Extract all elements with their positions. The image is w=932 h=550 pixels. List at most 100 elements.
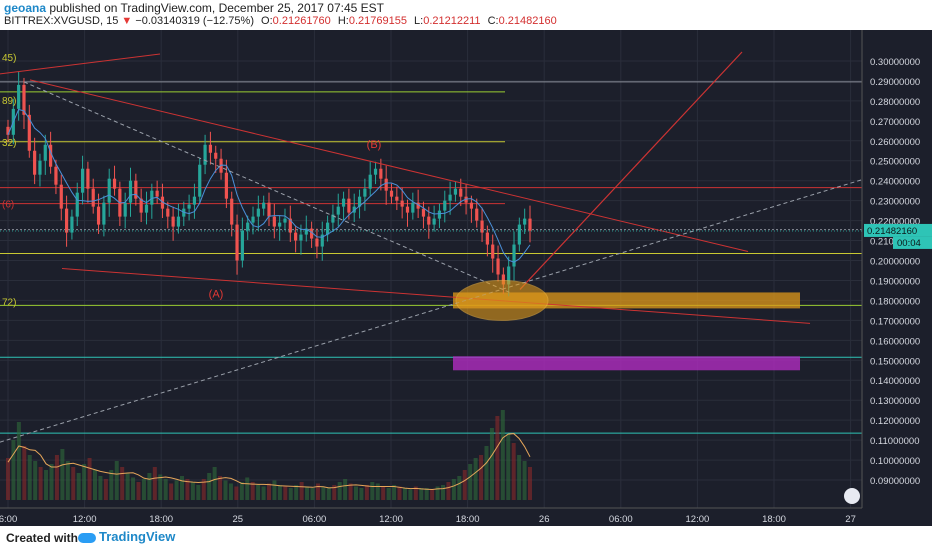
volume-bar	[397, 486, 402, 500]
candle-body	[288, 218, 292, 233]
footer-bar: Created with TradingView	[0, 526, 932, 550]
candle-body	[485, 232, 489, 245]
candle-body	[22, 84, 26, 115]
volume-bar	[517, 455, 522, 500]
price-tick-label: 0.10000000	[870, 456, 920, 467]
candle-body	[17, 84, 21, 109]
volume-bar	[370, 482, 375, 500]
volume-bar	[131, 477, 136, 500]
candle-body	[512, 244, 516, 267]
moving-average-line	[7, 108, 531, 263]
candle-body	[256, 208, 260, 217]
price-chart[interactable]: (A) (B) 45) 89) 32) (6) 72) 0.30000000 0.290000…	[0, 30, 932, 526]
volume-bar	[169, 483, 174, 500]
close-value: 0.21482160	[498, 15, 557, 27]
candle-body	[139, 198, 143, 213]
candle-body	[128, 180, 133, 203]
candle-body	[491, 244, 495, 259]
price-tick-label: 0.26000000	[870, 137, 920, 148]
time-axis[interactable]: 6:00 12:00 18:00 25 06:00 12:00 18:00 26 06:00 12…	[0, 507, 862, 525]
price-axis[interactable]: 0.30000000 0.29000000 0.28000000 0.27000000…	[0, 30, 932, 508]
candle-body	[144, 204, 149, 213]
candle-body	[107, 178, 111, 203]
volume-bar	[261, 486, 266, 500]
candle-body	[294, 232, 298, 241]
candle-body	[91, 188, 95, 207]
last-price-badge	[864, 223, 932, 237]
volume-bar	[489, 428, 494, 500]
candle-body	[6, 126, 10, 135]
volume-bar	[44, 470, 49, 500]
time-tick-label: 12:00	[73, 514, 97, 525]
volume-bar	[136, 482, 141, 500]
volume-bar	[348, 483, 353, 500]
volume-bar	[310, 488, 315, 500]
candle-body	[160, 196, 165, 209]
candle-body	[373, 168, 378, 175]
volume-bar	[27, 455, 32, 500]
time-tick-label: 18:00	[149, 514, 173, 525]
volume-bar	[218, 476, 223, 500]
volume-bar	[207, 473, 212, 500]
volume-bar	[22, 446, 27, 500]
candle-body	[64, 208, 69, 233]
candle-body	[251, 216, 255, 223]
candle-body	[416, 202, 420, 209]
fib-label: 89)	[2, 96, 16, 107]
volume-bar	[435, 486, 440, 500]
low-value: 0.21212211	[423, 15, 481, 27]
candle-body	[528, 218, 532, 231]
volume-bar	[11, 440, 16, 500]
time-tick-label: 27	[845, 514, 856, 525]
tradingview-logo[interactable]: TradingView	[78, 529, 175, 544]
candle-body	[54, 166, 58, 185]
high-label: H:	[337, 15, 349, 27]
last-price-label: 0.21482160	[867, 226, 917, 237]
volume-bar	[500, 410, 505, 500]
volume-bar	[506, 434, 511, 500]
chart-labels: (A) (B) 45) 89) 32) (6) 72)	[2, 53, 381, 308]
volume-bar	[201, 479, 206, 500]
volume-bar	[196, 485, 201, 500]
volume-bar	[93, 470, 97, 500]
candle-body	[517, 224, 521, 245]
candle-body	[453, 188, 458, 195]
candle-body	[325, 222, 330, 235]
candle-body	[224, 172, 228, 199]
volume-bar	[65, 461, 70, 500]
candle-body	[363, 188, 367, 197]
candle-body	[214, 152, 218, 159]
candle-body	[501, 274, 505, 285]
volume-bar	[381, 486, 386, 500]
candle-body	[171, 216, 175, 227]
flag-icon	[844, 488, 860, 504]
fib-label: 45)	[2, 53, 16, 64]
price-tick-label: 0.18000000	[870, 296, 920, 307]
time-tick-label: 18:00	[762, 514, 786, 525]
candle-body	[155, 190, 159, 197]
author-link[interactable]: geoana	[4, 1, 47, 15]
candle-body	[70, 216, 74, 233]
candle-body	[246, 222, 250, 231]
candle-body	[320, 234, 324, 247]
volume-bar	[451, 479, 456, 500]
candle-body	[469, 202, 474, 209]
time-tick-label: 25	[233, 514, 244, 525]
grid-lines	[0, 30, 862, 508]
volume-bar	[141, 479, 146, 500]
volume-bar	[277, 485, 282, 500]
downtrend-line	[29, 79, 749, 253]
volume-bar	[424, 488, 429, 500]
candle-body	[331, 214, 335, 223]
volume-ma-line	[7, 433, 531, 490]
publish-text: published on TradingView.com, December 2…	[49, 1, 385, 15]
volume-bar	[511, 443, 516, 500]
price-tick-label: 0.09000000	[870, 476, 920, 487]
price-tick-label: 0.22000000	[870, 217, 920, 228]
volume-bar	[305, 486, 310, 500]
time-tick-label: 06:00	[609, 514, 633, 525]
candles	[6, 71, 532, 297]
price-tick-label: 0.23000000	[870, 197, 920, 208]
candle-body	[341, 198, 346, 207]
price-tick-label: 0.12000000	[870, 416, 920, 427]
